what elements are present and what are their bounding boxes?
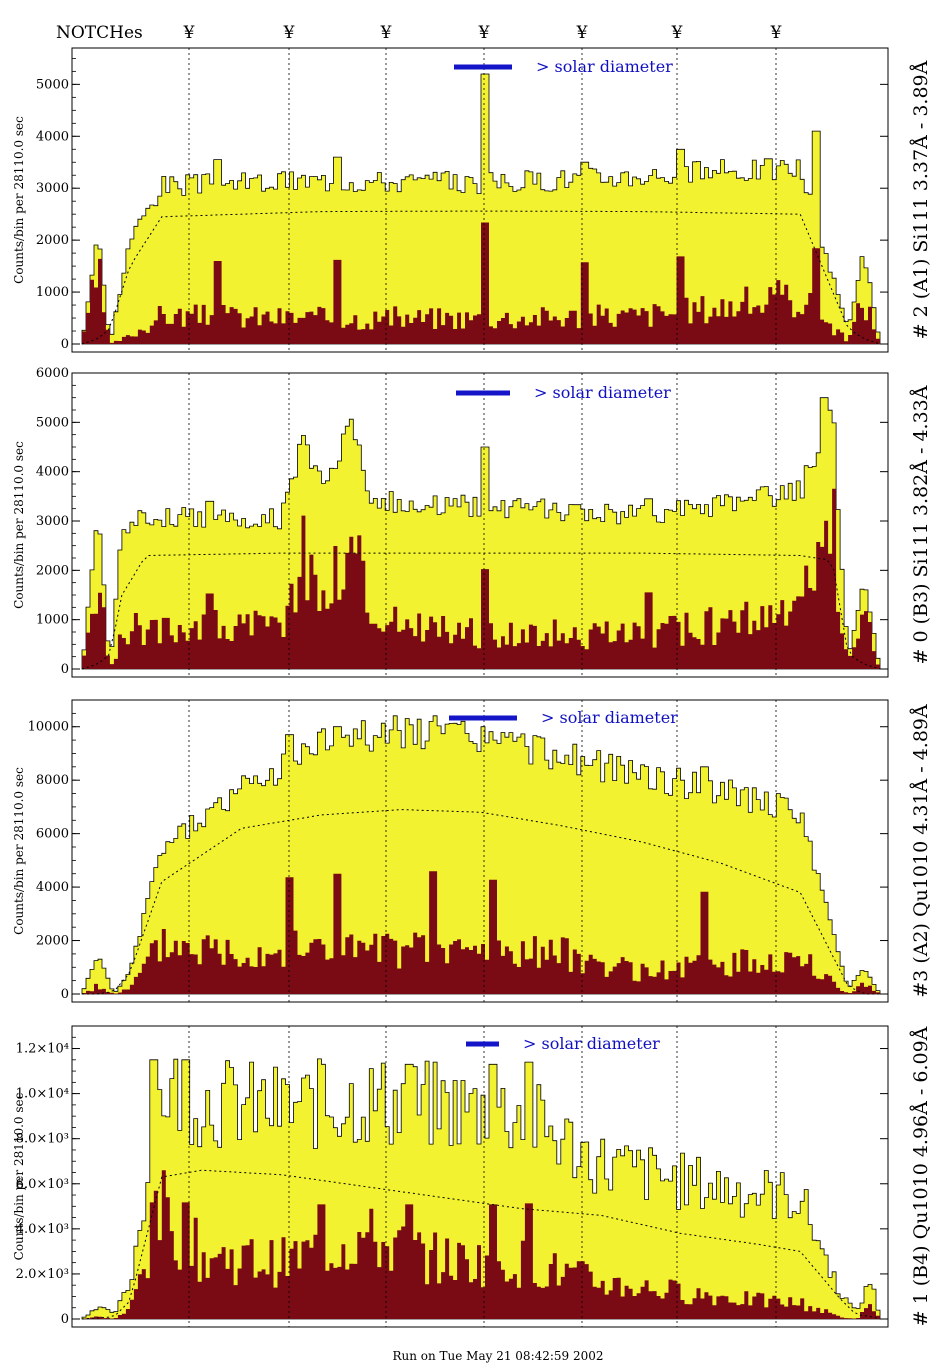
model-curve (82, 809, 880, 995)
plot-frame (71, 372, 889, 678)
y-tick-label: 3000 (36, 181, 69, 196)
y-tick-label: 0 (61, 337, 69, 352)
background-counts-histogram (82, 871, 880, 994)
notch-marker-4: ¥ (478, 23, 490, 43)
y-tick-label: 0 (61, 1312, 69, 1327)
background-counts-histogram (82, 222, 880, 344)
total-counts-histogram (81, 397, 881, 670)
y-tick-label: 6.0×10³ (16, 1177, 69, 1192)
y-tick-label: 5000 (36, 77, 69, 92)
y-tick-label: 1.0×10⁴ (16, 1087, 69, 1102)
model-curve (81, 552, 881, 670)
solar-diameter-label: > solar diameter (523, 1034, 660, 1053)
y-tick-label: 1.2×10⁴ (16, 1042, 69, 1057)
model-curve (81, 210, 881, 345)
chart-panels: 0 1000 2000 3000 4000 5000 Counts/bin per 2811… (12, 47, 932, 1328)
total-counts-histogram (81, 715, 881, 995)
solar-diameter-label: > solar diameter (541, 708, 678, 727)
notch-marker-1: ¥ (183, 23, 195, 43)
y-tick-label: 4000 (36, 465, 69, 480)
y-tick-label: 2.0×10³ (16, 1267, 69, 1282)
notch-marker-3: ¥ (380, 23, 392, 43)
y-tick-label: 10000 (28, 720, 69, 735)
y-tick-label: 2000 (36, 233, 69, 248)
y-tick-label: 3000 (36, 514, 69, 529)
notch-marker-5: ¥ (576, 23, 588, 43)
notch-marker-2: ¥ (283, 23, 295, 43)
y-tick-label: 6000 (36, 827, 69, 842)
background-counts-histogram (82, 1170, 880, 1319)
y-tick-label: 8000 (36, 773, 69, 788)
panel-title: # 1 (B4) Qu1010 4.96Å - 6.09Å (910, 1026, 932, 1326)
solar-diameter-label: > solar diameter (534, 383, 671, 402)
y-axis-label: Counts/bin per 28110.0 sec (12, 116, 26, 284)
y-tick-label: 0 (61, 662, 69, 677)
plot-frame (71, 699, 889, 1003)
chart-panel-1: 0 1000 2000 3000 4000 5000 Counts/bin per 2811… (12, 47, 932, 353)
notch-markers: ¥ ¥ ¥ ¥ ¥ ¥ ¥ (183, 23, 782, 43)
notch-marker-6: ¥ (671, 23, 683, 43)
background-counts-histogram (82, 488, 880, 669)
y-tick-label: 8.0×10³ (16, 1132, 69, 1147)
chart-panel-3: 0 2000 4000 6000 8000 10000 Counts/bin per 281… (12, 699, 932, 1003)
chart-panel-4: 0 2.0×10³ 4.0×10³ 6.0×10³ 8.0×10³ 1.0×10⁴ 1.2×… (12, 1025, 932, 1328)
chart-panel-2: 0 1000 2000 3000 4000 5000 6000 Counts/bin per … (12, 366, 932, 678)
panel-title: #3 (A2) Qu1010 4.31Å - 4.89Å (910, 704, 932, 998)
y-tick-label: 4000 (36, 880, 69, 895)
solar-diameter-label: > solar diameter (536, 57, 673, 76)
y-axis-label: Counts/bin per 28110.0 sec (12, 1092, 26, 1260)
y-tick-label: 4.0×10³ (16, 1222, 69, 1237)
y-tick-label: 0 (61, 987, 69, 1002)
run-timestamp: Run on Tue May 21 08:42:59 2002 (392, 1349, 603, 1363)
notch-marker-7: ¥ (770, 23, 782, 43)
y-tick-label: 6000 (36, 366, 69, 381)
y-axis-label: Counts/bin per 28110.0 sec (12, 441, 26, 609)
y-tick-label: 4000 (36, 129, 69, 144)
model-curve (81, 1169, 881, 1320)
y-tick-label: 1000 (36, 285, 69, 300)
y-tick-label: 5000 (36, 415, 69, 430)
y-tick-label: 2000 (36, 563, 69, 578)
notches-label: NOTCHes (56, 23, 143, 43)
plot-frame (71, 1025, 889, 1328)
y-tick-label: 1000 (36, 613, 69, 628)
y-axis-label: Counts/bin per 28110.0 sec (12, 767, 26, 935)
panel-title: # 2 (A1) Si111 3.37Å - 3.89Å (910, 60, 932, 339)
y-tick-label: 2000 (36, 934, 69, 949)
plot-frame (71, 47, 889, 353)
panel-title: # 0 (B3) Si111 3.82Å - 4.33Å (910, 385, 932, 664)
